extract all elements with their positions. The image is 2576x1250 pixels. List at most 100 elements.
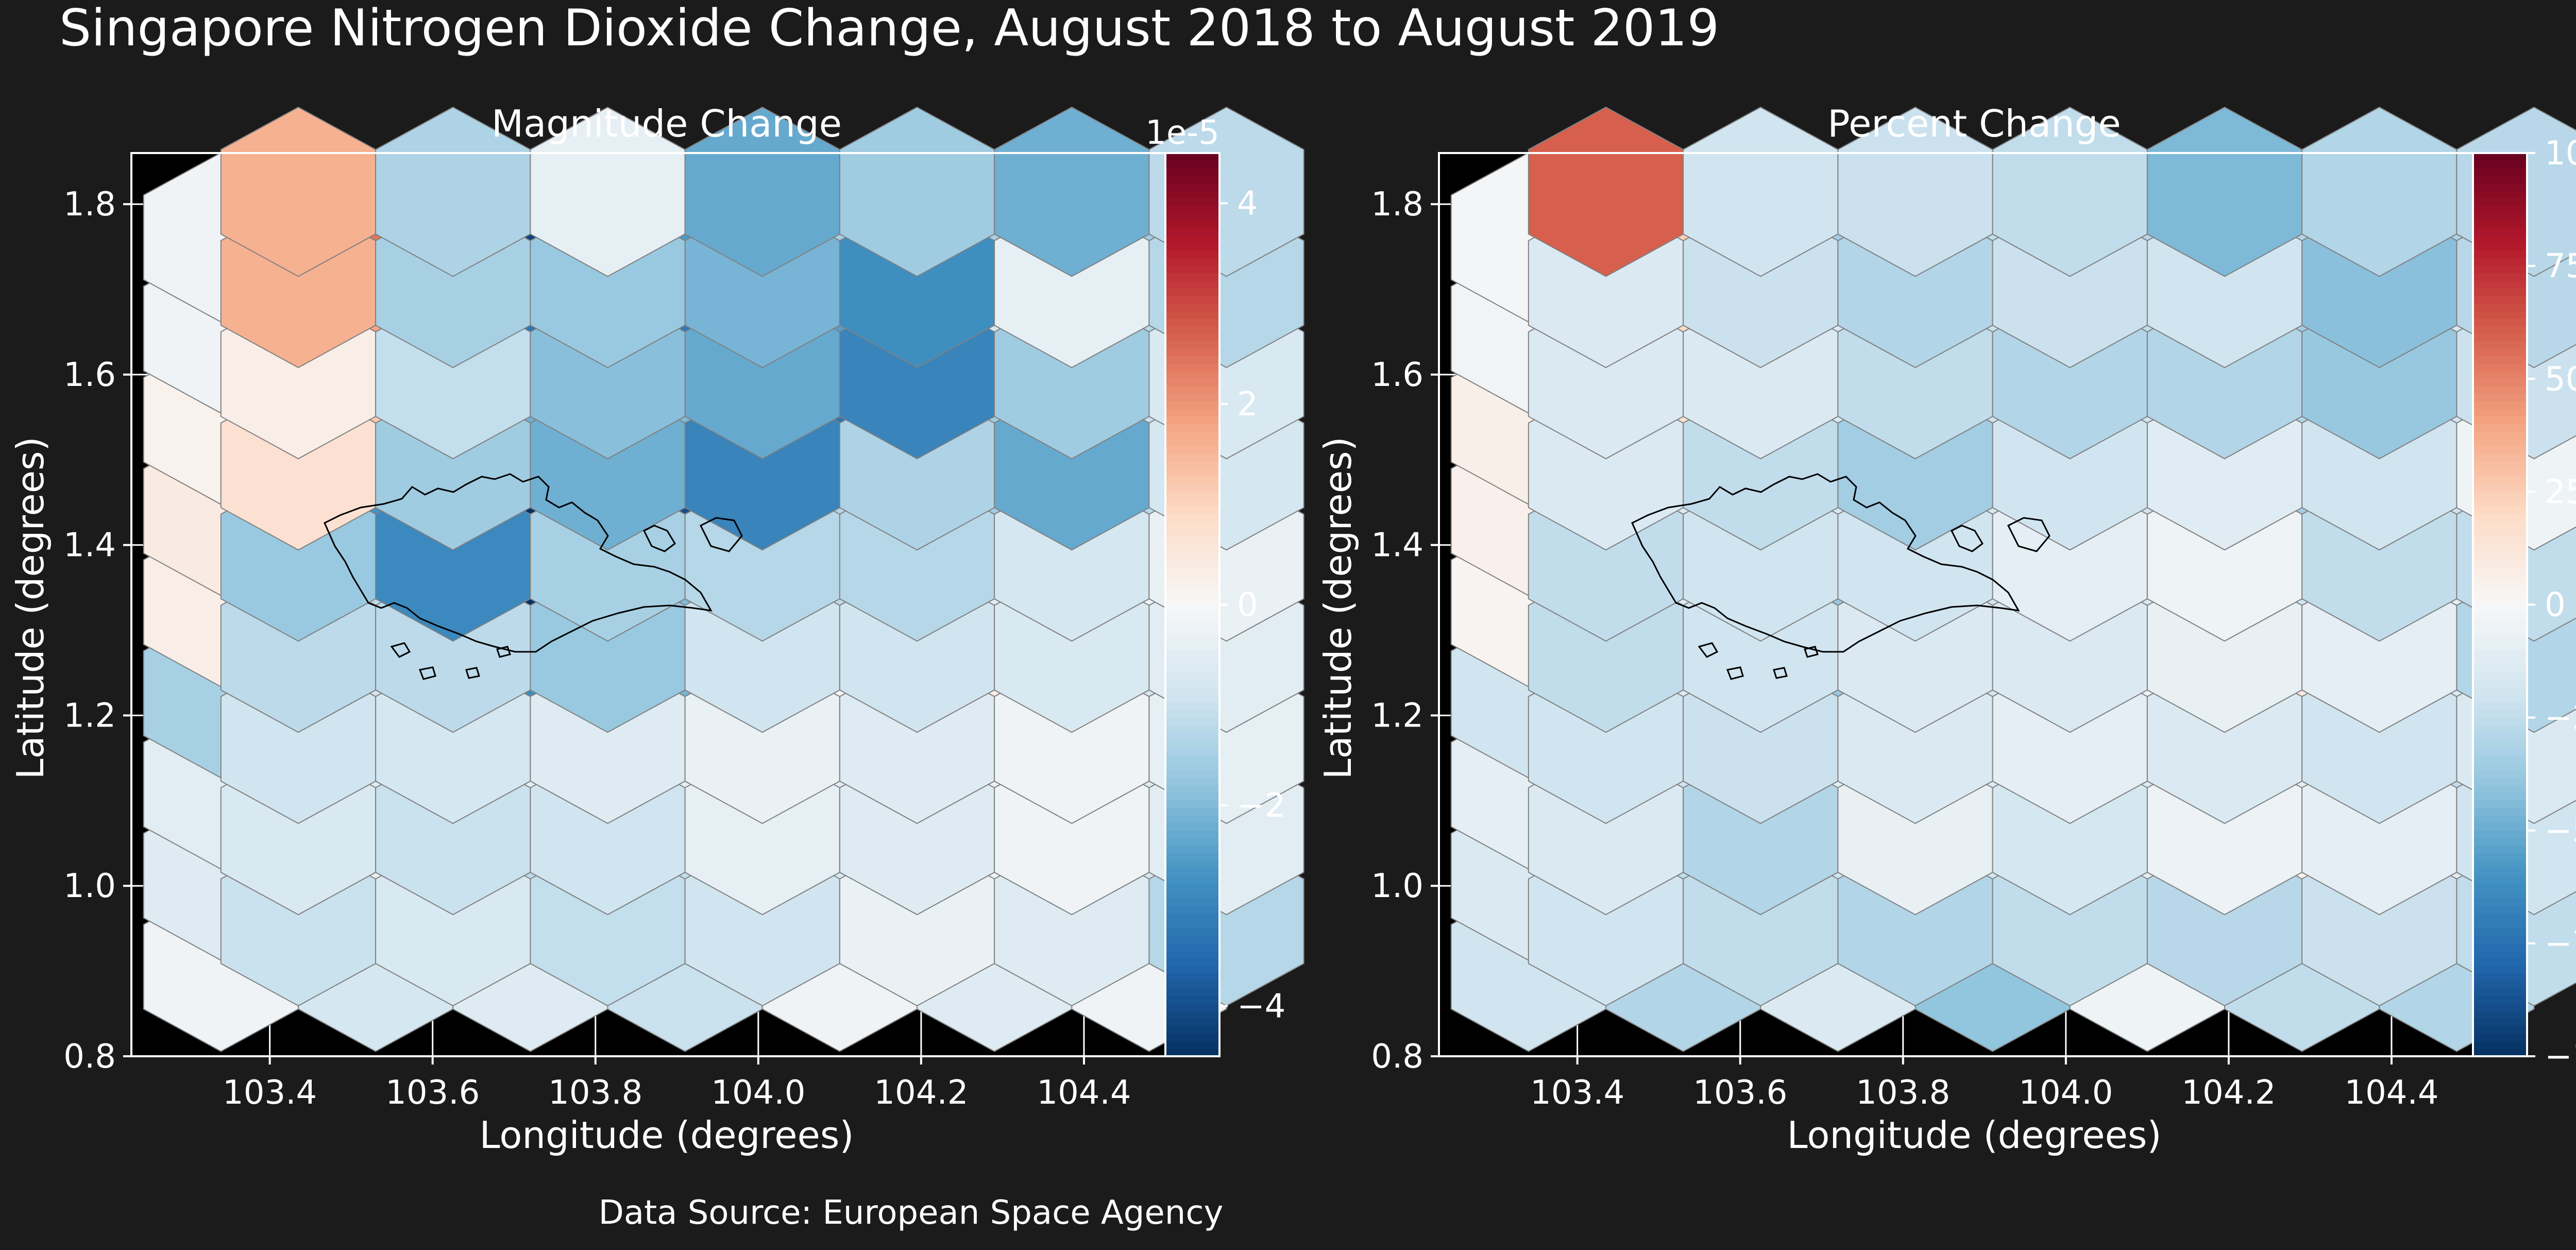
- percent-colorbar-band: [2473, 379, 2527, 387]
- magnitude-colorbar-band: [1165, 763, 1219, 771]
- percent-colorbar-band: [2473, 860, 2527, 869]
- magnitude-colorbar-band: [1165, 680, 1219, 688]
- magnitude-colorbar-band: [1165, 243, 1219, 251]
- percent-colorbar-band: [2473, 198, 2527, 207]
- magnitude-colorbar-band: [1165, 409, 1219, 417]
- percent-colorbar-band: [2473, 845, 2527, 854]
- percent-colorbar-band: [2473, 153, 2527, 161]
- percent-colorbar-band: [2473, 341, 2527, 349]
- magnitude-colorbar-band: [1165, 1034, 1219, 1042]
- magnitude-colorbar-band: [1165, 966, 1219, 974]
- percent-colorbar-band: [2473, 446, 2527, 455]
- percent-colorbar-band: [2473, 506, 2527, 515]
- percent-colorbar-band: [2473, 191, 2527, 199]
- percent-colorbar-band: [2473, 695, 2527, 703]
- percent-colorbar-tick-label: 100: [2545, 134, 2576, 173]
- magnitude-colorbar-band: [1165, 303, 1219, 312]
- percent-colorbar-band: [2473, 477, 2527, 485]
- percent-colorbar-band: [2473, 778, 2527, 786]
- percent-colorbar-band: [2473, 1041, 2527, 1050]
- magnitude-colorbar-band: [1165, 461, 1219, 470]
- percent-y-tick-label: 1.8: [1371, 185, 1423, 224]
- percent-colorbar-band: [2473, 499, 2527, 508]
- magnitude-y-tick-label: 1.8: [63, 185, 116, 224]
- magnitude-y-tick-label: 1.2: [63, 697, 116, 735]
- magnitude-colorbar-tick-label: −2: [1237, 787, 1285, 825]
- percent-colorbar-band: [2473, 807, 2527, 816]
- magnitude-colorbar-band: [1165, 1003, 1219, 1012]
- magnitude-colorbar-band: [1165, 153, 1219, 161]
- magnitude-colorbar-band: [1165, 778, 1219, 786]
- percent-colorbar-band: [2473, 243, 2527, 251]
- magnitude-colorbar-band: [1165, 288, 1219, 297]
- magnitude-colorbar-band: [1165, 514, 1219, 522]
- magnitude-x-tick-label: 104.2: [874, 1074, 968, 1112]
- percent-colorbar-tick-label: 75: [2545, 247, 2576, 285]
- magnitude-colorbar-band: [1165, 206, 1219, 214]
- magnitude-x-tick-label: 103.4: [223, 1074, 317, 1112]
- magnitude-colorbar: −4 −2 0 2 4 1e-5: [1145, 114, 1285, 1057]
- magnitude-colorbar-band: [1165, 281, 1219, 289]
- percent-y-tick-label: 1.0: [1371, 867, 1423, 905]
- magnitude-colorbar-band: [1165, 988, 1219, 997]
- magnitude-colorbar-band: [1165, 469, 1219, 478]
- percent-colorbar-band: [2473, 913, 2527, 922]
- percent-colorbar-band: [2473, 544, 2527, 553]
- percent-colorbar-band: [2473, 996, 2527, 1004]
- percent-colorbar-band: [2473, 258, 2527, 267]
- magnitude-colorbar-band: [1165, 446, 1219, 455]
- magnitude-colorbar-band: [1165, 785, 1219, 793]
- magnitude-colorbar-band: [1165, 732, 1219, 741]
- magnitude-colorbar-band: [1165, 1041, 1219, 1050]
- magnitude-colorbar-band: [1165, 356, 1219, 365]
- percent-x-axis-label: Longitude (degrees): [1787, 1113, 2162, 1157]
- percent-x-tick-label: 103.8: [1856, 1074, 1950, 1112]
- magnitude-x-tick-label: 103.8: [548, 1074, 642, 1112]
- magnitude-colorbar-band: [1165, 379, 1219, 387]
- percent-colorbar-band: [2473, 348, 2527, 357]
- magnitude-colorbar-band: [1165, 175, 1219, 184]
- magnitude-colorbar-band: [1165, 755, 1219, 764]
- percent-colorbar-band: [2473, 988, 2527, 997]
- magnitude-colorbar-band: [1165, 1026, 1219, 1035]
- magnitude-colorbar-band: [1165, 845, 1219, 854]
- magnitude-colorbar-band: [1165, 710, 1219, 718]
- percent-colorbar-band: [2473, 800, 2527, 808]
- percent-colorbar-band: [2473, 266, 2527, 274]
- magnitude-colorbar-band: [1165, 627, 1219, 635]
- magnitude-colorbar-band: [1165, 905, 1219, 914]
- percent-colorbar-band: [2473, 650, 2527, 658]
- magnitude-colorbar-band: [1165, 650, 1219, 658]
- magnitude-colorbar-band: [1165, 860, 1219, 869]
- magnitude-colorbar-band: [1165, 250, 1219, 259]
- percent-y-tick-label: 0.8: [1371, 1038, 1423, 1076]
- percent-colorbar-tick-label: 0: [2545, 586, 2566, 624]
- magnitude-colorbar-band: [1165, 875, 1219, 884]
- magnitude-colorbar-band: [1165, 506, 1219, 515]
- percent-colorbar-band: [2473, 981, 2527, 989]
- magnitude-hexbin-cells: [143, 106, 1304, 1052]
- magnitude-colorbar-band: [1165, 567, 1219, 576]
- percent-colorbar-tick-label: 50: [2545, 360, 2576, 398]
- percent-colorbar-band: [2473, 221, 2527, 229]
- percent-colorbar-band: [2473, 356, 2527, 365]
- percent-colorbar-band: [2473, 740, 2527, 749]
- percent-hexbin-cells: [1450, 106, 2576, 1052]
- percent-colorbar-band: [2473, 439, 2527, 447]
- magnitude-colorbar-band: [1165, 807, 1219, 816]
- percent-colorbar-band: [2473, 853, 2527, 862]
- percent-colorbar-band: [2473, 921, 2527, 929]
- percent-colorbar-band: [2473, 552, 2527, 560]
- percent-colorbar-band: [2473, 951, 2527, 959]
- magnitude-colorbar-offset-text: 1e-5: [1145, 114, 1219, 152]
- magnitude-colorbar-band: [1165, 191, 1219, 199]
- percent-colorbar-band: [2473, 710, 2527, 718]
- magnitude-colorbar-band: [1165, 552, 1219, 560]
- magnitude-colorbar-band: [1165, 559, 1219, 568]
- magnitude-y-tick-label: 1.4: [63, 527, 116, 565]
- magnitude-colorbar-band: [1165, 868, 1219, 876]
- percent-colorbar-band: [2473, 537, 2527, 545]
- percent-colorbar-band: [2473, 273, 2527, 282]
- percent-colorbar-band: [2473, 559, 2527, 568]
